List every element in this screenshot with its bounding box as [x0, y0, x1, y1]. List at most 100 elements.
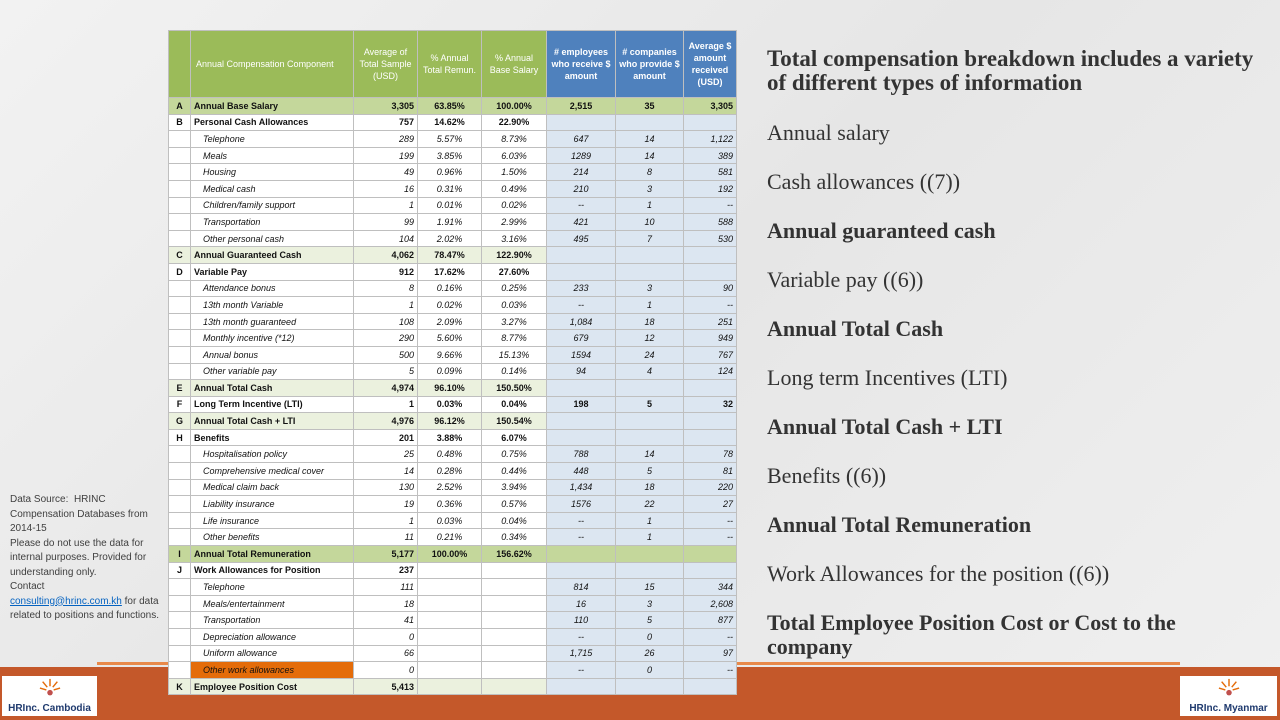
table-cell: [417, 561, 482, 580]
header-cell: % Annual Total Remun.: [417, 30, 482, 98]
table-cell: [481, 594, 547, 613]
table-row: Liability insurance 19 0.36% 0.57% 1576 22 27: [168, 495, 737, 513]
table-cell: 421: [546, 213, 616, 231]
table-cell: Meals: [190, 146, 354, 165]
table-row: Attendance bonus 8 0.16% 0.25% 233 3 90: [168, 279, 737, 298]
table-cell: 9.66%: [417, 345, 482, 364]
table-cell: Annual Total Cash + LTI: [190, 412, 354, 430]
table-cell: 0: [615, 628, 684, 646]
bullet-item: Annual salary: [767, 120, 890, 145]
contact-after: for data related to positions and functi…: [10, 595, 159, 622]
table-cell: 5,177: [353, 545, 418, 563]
table-cell: 2.09%: [417, 312, 482, 331]
table-row: H Benefits 201 3.88% 6.07%: [168, 428, 737, 447]
table-cell: [683, 428, 737, 447]
table-cell: 16: [546, 594, 616, 613]
table-cell: 0.04%: [481, 511, 547, 530]
table-cell: 3,305: [683, 97, 737, 115]
table-cell: Comprehensive medical cover: [190, 462, 354, 480]
table-cell: 448: [546, 462, 616, 480]
table-cell: 0.03%: [417, 395, 482, 414]
table-row: Housing 49 0.96% 1.50% 214 8 581: [168, 163, 737, 181]
table-cell: 5,413: [353, 677, 418, 696]
table-cell: Children/family support: [190, 196, 354, 215]
contact-label: Contact: [10, 581, 45, 592]
table-cell: [168, 229, 191, 248]
table-cell: 14: [615, 130, 684, 148]
table-row: J Work Allowances for Position 237: [168, 561, 737, 580]
table-cell: --: [546, 528, 616, 547]
table-cell: 0.49%: [481, 179, 547, 198]
table-row: Meals/entertainment 18 16 3 2,608: [168, 594, 737, 613]
logo-icon: [39, 678, 60, 696]
table-cell: 2.02%: [417, 229, 482, 248]
table-cell: Employee Position Cost: [190, 677, 354, 696]
table-cell: 0.02%: [417, 296, 482, 314]
table-cell: 1: [353, 296, 418, 314]
table-cell: Attendance bonus: [190, 279, 354, 298]
table-cell: 78: [683, 445, 737, 464]
table-cell: 5.57%: [417, 130, 482, 148]
table-cell: [168, 445, 191, 464]
table-cell: 1: [353, 395, 418, 414]
table-row: 13th month Variable 1 0.02% 0.03% -- 1 --: [168, 296, 737, 314]
table-cell: 0: [615, 661, 684, 679]
table-cell: Transportation: [190, 611, 354, 629]
bullet-item: Annual guaranteed cash: [767, 218, 996, 243]
table-row: Medical claim back 130 2.52% 3.94% 1,434 18 22…: [168, 478, 737, 497]
table-cell: [615, 379, 684, 397]
table-cell: H: [168, 428, 191, 447]
table-cell: 96.12%: [417, 412, 482, 430]
table-cell: 1: [353, 511, 418, 530]
table-cell: 32: [683, 395, 737, 414]
table-cell: 12: [615, 329, 684, 347]
table-cell: Long Term Incentive (LTI): [190, 395, 354, 414]
table-row: Monthly incentive (*12) 290 5.60% 8.77% 679 1…: [168, 329, 737, 347]
table-cell: 122.90%: [481, 246, 547, 264]
email-link[interactable]: consulting@hrinc.com.kh: [10, 595, 122, 607]
table-cell: Variable Pay: [190, 262, 354, 281]
table-row: C Annual Guaranteed Cash 4,062 78.47% 122.90…: [168, 246, 737, 264]
table-cell: 124: [683, 362, 737, 381]
table-row: G Annual Total Cash + LTI 4,976 96.12% 150.5…: [168, 412, 737, 430]
table-cell: [546, 428, 616, 447]
table-cell: 3,305: [353, 97, 418, 115]
table-cell: [683, 246, 737, 264]
table-cell: [168, 312, 191, 331]
table-row: Telephone 289 5.57% 8.73% 647 14 1,122: [168, 130, 737, 148]
table-cell: 49: [353, 163, 418, 181]
table-cell: 679: [546, 329, 616, 347]
table-cell: 150.54%: [481, 412, 547, 430]
table-cell: 0.44%: [481, 462, 547, 480]
table-cell: 767: [683, 345, 737, 364]
table-row: Medical cash 16 0.31% 0.49% 210 3 192: [168, 179, 737, 198]
table-cell: 344: [683, 578, 737, 596]
table-cell: 4,062: [353, 246, 418, 264]
table-cell: 78.47%: [417, 246, 482, 264]
table-cell: 1: [615, 511, 684, 530]
table-row: B Personal Cash Allowances 757 14.62% 22.90%: [168, 113, 737, 132]
bullet-item: Annual Total Cash: [767, 316, 944, 341]
table-cell: 10: [615, 213, 684, 231]
table-cell: 0.14%: [481, 362, 547, 381]
bullet-item: Long term Incentives (LTI): [767, 365, 1008, 390]
table-cell: [168, 628, 191, 646]
table-cell: 647: [546, 130, 616, 148]
table-row: Other personal cash 104 2.02% 3.16% 495 7 530: [168, 229, 737, 248]
table-cell: 27.60%: [481, 262, 547, 281]
table-cell: [417, 594, 482, 613]
bullet-item: Annual Total Cash + LTI: [767, 414, 1003, 439]
table-cell: 588: [683, 213, 737, 231]
table-cell: 7: [615, 229, 684, 248]
table-cell: 0.36%: [417, 495, 482, 513]
table-cell: Meals/entertainment: [190, 594, 354, 613]
table-cell: 1: [615, 528, 684, 547]
table-cell: 210: [546, 179, 616, 198]
table-cell: Annual Base Salary: [190, 97, 354, 115]
table-cell: 3.85%: [417, 146, 482, 165]
table-cell: [683, 412, 737, 430]
table-cell: D: [168, 262, 191, 281]
table-row: Comprehensive medical cover 14 0.28% 0.44% 4…: [168, 462, 737, 480]
table-cell: 19: [353, 495, 418, 513]
table-cell: [481, 628, 547, 646]
